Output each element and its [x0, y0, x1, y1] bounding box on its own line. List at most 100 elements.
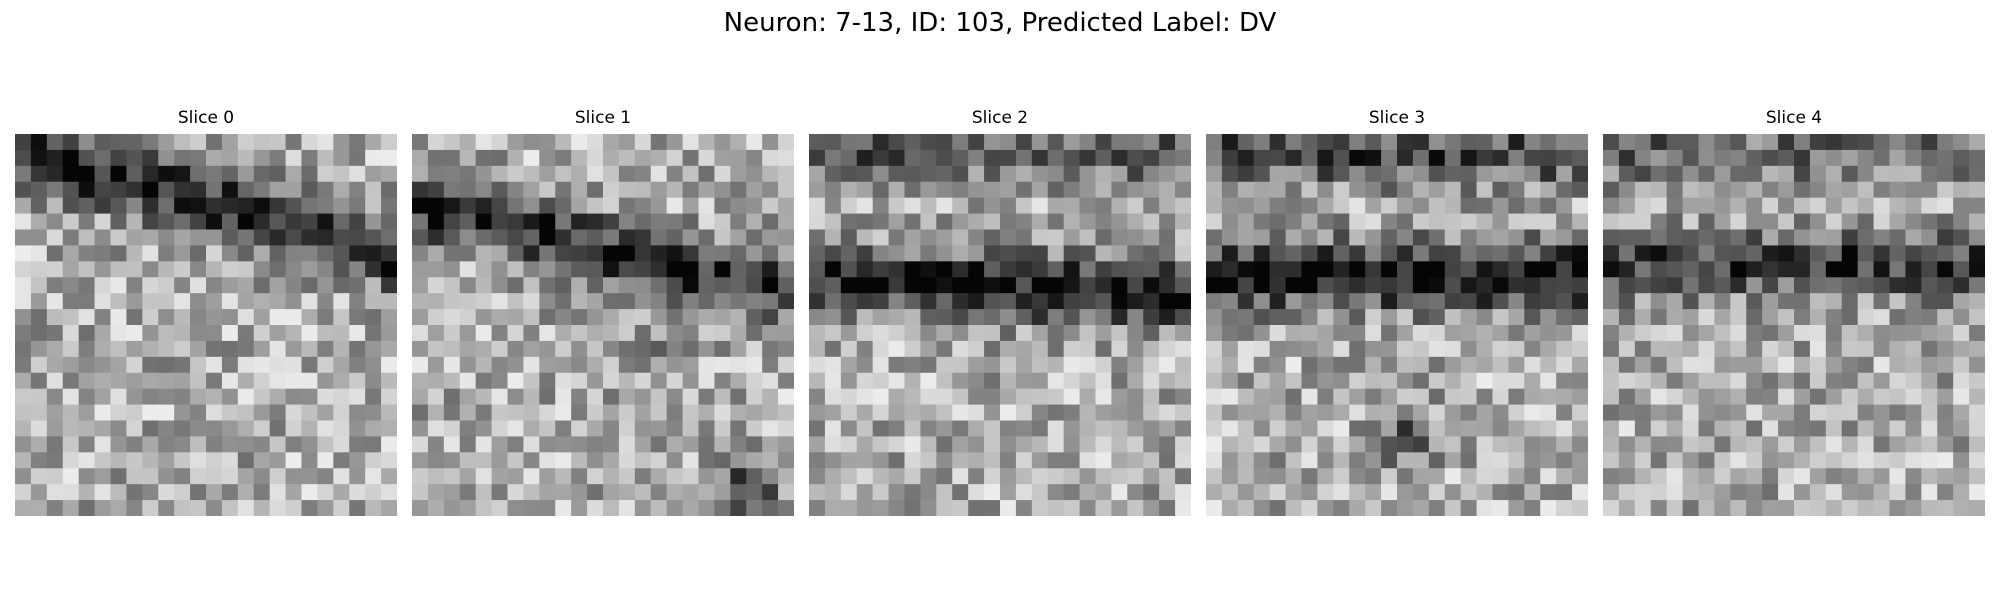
- pixel-cell: [1841, 484, 1859, 501]
- pixel-cell: [952, 165, 969, 183]
- pixel-cell: [1047, 372, 1065, 390]
- pixel-cell: [1047, 468, 1065, 485]
- pixel-cell: [1873, 325, 1891, 342]
- pixel-cell: [1015, 309, 1033, 326]
- pixel-cell: [1618, 325, 1636, 342]
- pixel-cell: [1047, 261, 1065, 278]
- pixel-cell: [1666, 452, 1684, 469]
- pixel-cell: [666, 197, 684, 215]
- pixel-cell: [78, 325, 96, 342]
- pixel-cell: [555, 372, 572, 390]
- pixel-cell: [730, 245, 747, 262]
- pixel-cell: [507, 325, 525, 342]
- pixel-cell: [1095, 293, 1113, 310]
- pixel-cell: [809, 452, 826, 469]
- slice-title-0: Slice 0: [177, 108, 235, 128]
- pixel-cell: [1333, 229, 1350, 247]
- pixel-cell: [317, 388, 334, 406]
- pixel-cell: [809, 372, 826, 390]
- pixel-cell: [1825, 500, 1843, 516]
- pixel-cell: [381, 484, 397, 501]
- pixel-cell: [1698, 452, 1716, 469]
- pixel-cell: [1508, 325, 1525, 342]
- pixel-cell: [840, 452, 858, 469]
- pixel-cell: [62, 277, 80, 294]
- pixel-cell: [110, 452, 128, 469]
- pixel-cell: [190, 293, 207, 310]
- pixel-cell: [746, 340, 763, 358]
- pixel-cell: [1857, 134, 1875, 151]
- pixel-cell: [317, 484, 334, 501]
- pixel-cell: [158, 197, 175, 215]
- pixel-cell: [523, 181, 540, 199]
- pixel-cell: [1063, 213, 1081, 231]
- pixel-cell: [1857, 452, 1875, 469]
- pixel-cell: [650, 181, 668, 199]
- pixel-cell: [904, 325, 922, 342]
- pixel-cell: [1841, 404, 1859, 422]
- pixel-cell: [1444, 229, 1462, 247]
- pixel-cell: [142, 404, 159, 422]
- pixel-cell: [1603, 452, 1620, 469]
- pixel-cell: [1937, 325, 1954, 342]
- pixel-cell: [1349, 245, 1366, 262]
- pixel-cell: [1809, 229, 1827, 247]
- pixel-cell: [269, 436, 287, 453]
- pixel-cell: [1237, 500, 1255, 516]
- pixel-cell: [1634, 404, 1652, 422]
- pixel-cell: [952, 404, 969, 422]
- pixel-cell: [824, 229, 842, 247]
- pixel-cell: [126, 484, 143, 501]
- pixel-cell: [1540, 134, 1557, 151]
- pixel-cell: [603, 356, 620, 374]
- pixel-cell: [682, 372, 700, 390]
- pixel-cell: [1603, 484, 1620, 501]
- pixel-cell: [904, 436, 922, 453]
- pixel-cell: [1650, 277, 1668, 294]
- pixel-cell: [30, 213, 48, 231]
- pixel-cell: [1317, 436, 1334, 453]
- pixel-cell: [1841, 261, 1859, 278]
- pixel-cell: [1762, 388, 1779, 406]
- pixel-cell: [1079, 420, 1097, 438]
- pixel-cell: [333, 213, 350, 231]
- pixel-cell: [1476, 484, 1494, 501]
- pixel-cell: [1762, 197, 1779, 215]
- pixel-cell: [1333, 500, 1350, 516]
- pixel-cell: [539, 340, 556, 358]
- pixel-cell: [285, 165, 303, 183]
- pixel-cell: [888, 325, 906, 342]
- pixel-cell: [1397, 213, 1414, 231]
- pixel-cell: [1365, 420, 1382, 438]
- pixel-cell: [15, 165, 32, 183]
- pixel-cell: [856, 436, 874, 453]
- pixel-cell: [1159, 404, 1176, 422]
- pixel-cell: [746, 245, 763, 262]
- pixel-cell: [1317, 372, 1334, 390]
- pixel-cell: [1634, 229, 1652, 247]
- pixel-cell: [1095, 452, 1113, 469]
- pixel-cell: [1301, 325, 1319, 342]
- pixel-cell: [746, 500, 763, 516]
- pixel-cell: [1953, 420, 1970, 438]
- pixel-cell: [1969, 500, 1985, 516]
- pixel-cell: [1381, 277, 1398, 294]
- pixel-cell: [1618, 149, 1636, 167]
- pixel-cell: [555, 309, 572, 326]
- pixel-cell: [190, 325, 207, 342]
- pixel-cell: [443, 404, 461, 422]
- pixel-cell: [1428, 388, 1446, 406]
- pixel-cell: [555, 388, 572, 406]
- pixel-cell: [936, 229, 953, 247]
- pixel-cell: [94, 197, 112, 215]
- pixel-cell: [1508, 468, 1525, 485]
- pixel-cell: [1921, 468, 1938, 485]
- pixel-cell: [1428, 165, 1446, 183]
- pixel-cell: [301, 500, 319, 516]
- pixel-cell: [618, 165, 636, 183]
- pixel-cell: [174, 197, 191, 215]
- pixel-cell: [46, 134, 64, 151]
- pixel-cell: [459, 149, 477, 167]
- pixel-cell: [253, 420, 271, 438]
- pixel-cell: [1127, 245, 1144, 262]
